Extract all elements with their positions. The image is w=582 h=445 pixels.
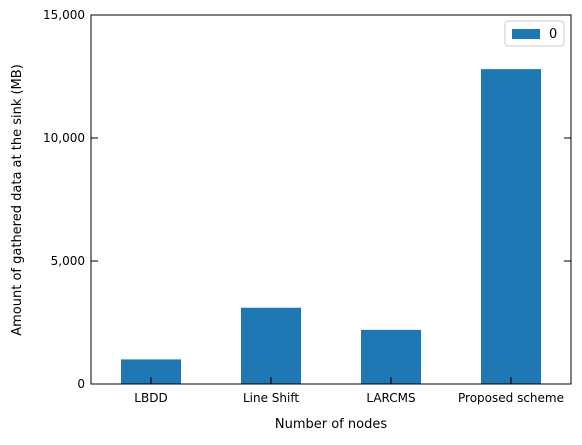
- legend: 0: [504, 20, 565, 47]
- x-ticks-group: LBDD Line Shift LARCMS Proposed scheme: [134, 377, 564, 405]
- y-tick-label: 10,000: [43, 131, 85, 145]
- x-tick-label: LBDD: [134, 391, 167, 405]
- x-axis-label: Number of nodes: [275, 417, 387, 432]
- bar-larcms: [361, 329, 421, 384]
- y-tick-label: 0: [77, 377, 85, 391]
- y-axis-label: Amount of gathered data at the sink (MB): [10, 64, 25, 336]
- bar-proposed-scheme: [481, 69, 541, 385]
- x-tick-label: LARCMS: [366, 391, 415, 405]
- x-tick-label: Line Shift: [243, 391, 299, 405]
- bar-line-shift: [241, 307, 301, 384]
- legend-label: 0: [549, 27, 557, 42]
- plot-frame: [90, 14, 572, 385]
- legend-swatch: [512, 29, 540, 39]
- y-tick-label: 5,000: [51, 254, 85, 268]
- bars-group: [121, 69, 541, 385]
- x-tick-label: Proposed scheme: [458, 391, 564, 405]
- y-tick-label: 15,000: [43, 8, 85, 22]
